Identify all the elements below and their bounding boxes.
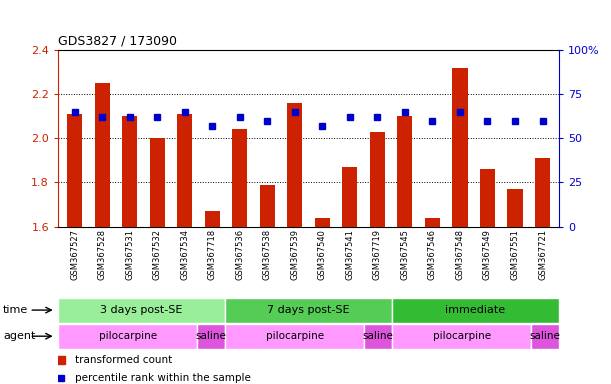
Bar	[197, 324, 225, 349]
Text: pilocarpine: pilocarpine	[98, 331, 156, 341]
Text: 7 days post-SE: 7 days post-SE	[267, 305, 350, 315]
Text: saline: saline	[530, 331, 560, 341]
Text: saline: saline	[196, 331, 227, 341]
Text: pilocarpine: pilocarpine	[433, 331, 491, 341]
Bar	[531, 324, 559, 349]
Bar	[452, 68, 467, 227]
Bar	[67, 114, 82, 227]
Bar	[225, 324, 364, 349]
Bar	[392, 324, 531, 349]
Text: percentile rank within the sample: percentile rank within the sample	[75, 372, 251, 382]
Bar	[370, 132, 385, 227]
Bar	[95, 83, 109, 227]
Bar	[150, 138, 165, 227]
Text: time: time	[3, 305, 28, 315]
Bar	[480, 169, 495, 227]
Bar	[342, 167, 357, 227]
Bar	[392, 298, 559, 323]
Bar	[425, 218, 440, 227]
Bar	[177, 114, 192, 227]
Bar	[232, 129, 247, 227]
Bar	[122, 116, 137, 227]
Text: saline: saline	[363, 331, 393, 341]
Bar	[205, 211, 220, 227]
Text: pilocarpine: pilocarpine	[266, 331, 324, 341]
Text: 3 days post-SE: 3 days post-SE	[100, 305, 183, 315]
Bar	[397, 116, 412, 227]
Bar	[260, 185, 275, 227]
Bar	[535, 158, 550, 227]
Bar	[315, 218, 330, 227]
Bar	[225, 298, 392, 323]
Bar	[287, 103, 302, 227]
Text: GDS3827 / 173090: GDS3827 / 173090	[58, 35, 177, 48]
Text: agent: agent	[3, 331, 35, 341]
Bar	[58, 298, 225, 323]
Bar	[364, 324, 392, 349]
Bar	[58, 324, 197, 349]
Bar	[508, 189, 522, 227]
Text: immediate: immediate	[445, 305, 506, 315]
Text: transformed count: transformed count	[75, 355, 172, 365]
